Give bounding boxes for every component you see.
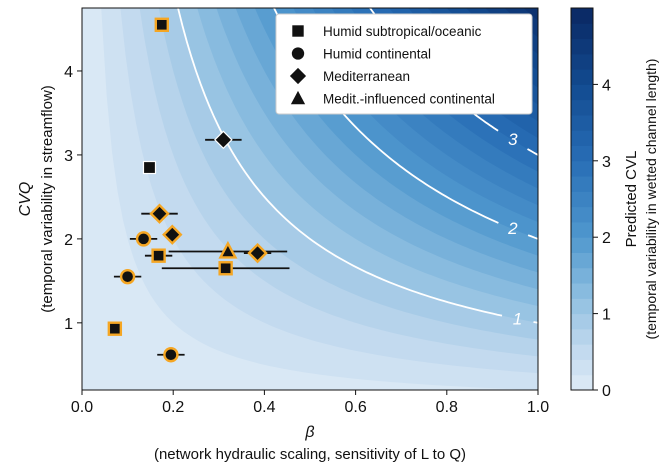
colorbar-band [571, 145, 593, 162]
y-tick-label: 4 [64, 64, 73, 81]
x-tick-label: 1.0 [527, 399, 549, 416]
x-tick-label: 0.8 [436, 399, 458, 416]
colorbar-band [571, 298, 593, 315]
colorbar-ticks: 0 1 2 3 4 [593, 77, 611, 400]
colorbar-band [571, 237, 593, 253]
y-tick-label: 2 [64, 232, 73, 249]
colorbar-band [571, 374, 593, 391]
marker-circle [163, 347, 179, 363]
colorbar-tick-label: 3 [602, 154, 611, 171]
colorbar-band [571, 99, 593, 116]
marker-diamond [149, 203, 170, 224]
colorbar-band [571, 252, 593, 269]
contour-label: 1 [513, 309, 522, 328]
contour-line [527, 148, 538, 156]
y-axis-label: CVQ [17, 182, 34, 217]
colorbar-band [571, 313, 593, 330]
y-tick-label: 3 [64, 148, 73, 165]
colorbar-frame [570, 7, 594, 391]
colorbar-band [571, 344, 593, 360]
marker-square [154, 17, 170, 32]
x-axis-label: β [304, 424, 314, 441]
x-tick-label: 0.2 [162, 399, 184, 416]
colorbar-band [571, 23, 593, 40]
colorbar-label: Predicted CVL [623, 151, 640, 248]
marker-diamond [247, 242, 268, 264]
colorbar-band [571, 53, 593, 70]
colorbar-tick-label: 1 [602, 307, 611, 324]
contour-line [177, 8, 503, 317]
colorbar-band [571, 359, 593, 376]
marker-circle [119, 268, 136, 285]
colorbar-tick-label: 2 [602, 230, 611, 247]
marker-square [142, 160, 157, 175]
colorbar-tick-label: 4 [602, 77, 611, 94]
contour-line [533, 321, 538, 324]
colorbar-band [571, 206, 593, 223]
legend-label: Humid continental [323, 47, 431, 62]
colorbar-band [571, 130, 593, 147]
colorbar-tick-label: 0 [602, 383, 611, 400]
x-tick-label: 0.6 [344, 399, 366, 416]
colorbar-band [571, 69, 593, 85]
legend-marker-diamond [289, 67, 307, 85]
colorbar-band [571, 221, 593, 238]
marker-diamond [162, 224, 183, 245]
data-points [107, 17, 268, 363]
marker-diamond [214, 130, 233, 150]
marker-square [151, 248, 166, 263]
legend-label: Humid subtropical/oceanic [323, 24, 482, 39]
y-tick-label: 1 [64, 316, 73, 333]
contour-line [527, 234, 538, 240]
colorbar-band [571, 8, 593, 24]
marker-square [107, 321, 123, 336]
marker-square [218, 261, 233, 276]
colorbar-band [571, 84, 593, 101]
colorbar-band [571, 114, 593, 131]
colorbar-band [571, 160, 593, 177]
legend-marker-triangle [290, 90, 306, 105]
colorbar-band [571, 267, 593, 284]
legend-marker-circle [291, 47, 305, 60]
x-tick-label: 0.4 [253, 399, 275, 416]
x-axis-ticks: 0.0 0.2 0.4 0.6 0.8 1.0 [71, 390, 549, 416]
legend-marker-square [292, 25, 304, 37]
marker-circle [135, 231, 152, 247]
colorbar-band [571, 38, 593, 55]
legend-label: Mediterranean [323, 69, 410, 84]
colorbar-band [571, 328, 593, 345]
y-axis-ticks: 1 2 3 4 [64, 64, 82, 333]
contour-label: 3 [508, 130, 518, 149]
colorbar-sublabel: (temporal variability in wetted channel … [643, 59, 659, 340]
y-axis-sublabel: (temporal variability in streamflow) [39, 85, 56, 313]
colorbar-band [571, 191, 593, 208]
marker-triangle [218, 240, 238, 259]
x-axis-sublabel: (network hydraulic scaling, sensitivity … [154, 446, 466, 463]
colorbar-band [571, 176, 593, 192]
legend-box [275, 13, 533, 115]
contour-label: 2 [507, 219, 518, 238]
legend-label: Medit.-influenced continental [323, 92, 495, 107]
colorbar [571, 8, 593, 391]
x-tick-label: 0.0 [71, 399, 93, 416]
colorbar-band [571, 283, 593, 299]
plot-frame [81, 7, 539, 391]
legend: Humid subtropical/oceanic Humid continent… [275, 13, 533, 115]
